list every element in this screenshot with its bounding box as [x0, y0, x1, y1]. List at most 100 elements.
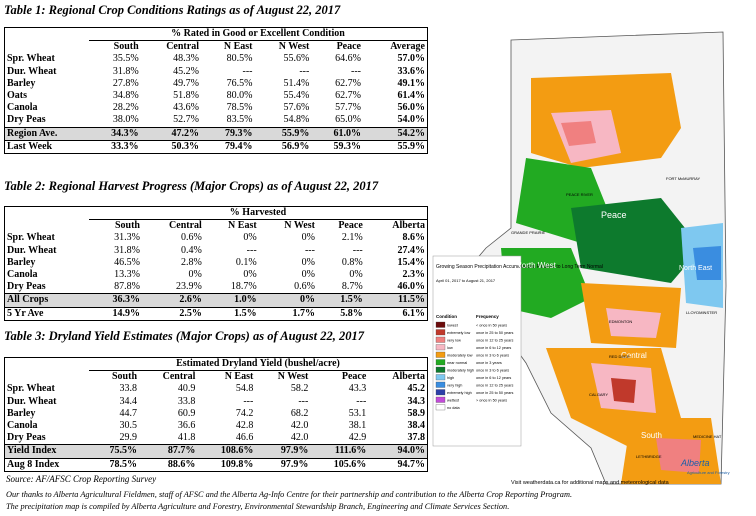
legend-swatch: [435, 374, 446, 381]
table-cell: 74.2: [235, 407, 254, 419]
row-label: Canola: [7, 420, 38, 432]
table1-title: Table 1: Regional Crop Conditions Rating…: [4, 3, 341, 17]
row-label: Barley: [7, 77, 36, 89]
row-label: Spr. Wheat: [7, 232, 55, 244]
table-cell: 94.7%: [368, 457, 428, 472]
legend-condition: extremely low: [447, 331, 470, 335]
precipitation-map: Growing Season Precipitation Accumulatio…: [431, 18, 751, 488]
table-row: Dur. Wheat 31.8% 45.2% --- --- --- 33.6%: [5, 66, 428, 78]
town-calgary: CALGARY: [589, 392, 608, 397]
row-label: Dry Peas: [7, 281, 46, 293]
table-cell: 54.8%: [283, 114, 310, 126]
table-cell: 59.3%: [311, 139, 363, 154]
table-cell: 62.7%: [335, 90, 361, 102]
table-row: Spr. Wheat 35.5% 48.3% 80.5% 55.6% 64.6% 57.0%: [5, 53, 428, 65]
table-row: 5 Yr Ave 14.9% 2.5% 1.5% 1.7% 5.8% 6.1%: [4, 306, 428, 321]
legend-condition: very high: [447, 384, 462, 388]
map-legend: Growing Season Precipitation Accumulatio…: [432, 255, 603, 447]
table-row: Oats 34.8% 51.8% 80.0% 55.4% 62.7% 61.4%: [5, 90, 428, 102]
table-cell: 52.7%: [173, 114, 199, 126]
table-cell: 36.6: [177, 420, 196, 432]
row-label: Dur. Wheat: [7, 395, 57, 407]
table-cell: 38.4: [407, 420, 426, 432]
table-cell: 42.9: [348, 432, 367, 444]
column-header: N West: [284, 220, 315, 232]
legend-frequency: once in 25 to 50 years: [476, 331, 513, 335]
table-cell: 55.6%: [283, 53, 310, 65]
table-cell: 51.8%: [173, 90, 199, 102]
table-row: Dry Peas 87.8% 23.9% 18.7% 0.6% 8.7% 46.0%: [5, 281, 428, 294]
table-row: Canola 13.3% 0% 0% 0% 0% 2.3%: [5, 269, 428, 281]
precipitation-map-svg: Growing Season Precipitation Accumulatio…: [432, 31, 730, 486]
table-cell: 50.3%: [140, 139, 201, 154]
table-cell: 37.8: [407, 432, 426, 444]
column-header: N East: [228, 220, 257, 232]
table-span-header: % Rated in Good or Excellent Condition: [89, 27, 428, 42]
crop-conditions-table: % Rated in Good or Excellent Condition So…: [4, 27, 428, 154]
table-cell: 55.9%: [254, 126, 312, 141]
table-row: All Crops 36.3% 2.6% 1.0% 0% 1.5% 11.5%: [4, 293, 428, 307]
legend-title: Growing Season Precipitation Accumulatio…: [436, 264, 603, 270]
table-cell: 0%: [188, 269, 202, 281]
table-cell: 0.8%: [341, 256, 363, 268]
table3-title: Table 3: Dryland Yield Estimates (Major …: [4, 329, 364, 343]
table-cell: 8.6%: [402, 232, 426, 244]
table-cell: 34.8%: [112, 90, 139, 102]
table-cell: 38.0%: [112, 114, 139, 126]
table-row: Region Ave. 34.3% 47.2% 79.3% 55.9% 61.0% 54.2…: [4, 126, 428, 141]
legend-frequency: once in 12 to 25 years: [476, 384, 513, 388]
row-label: Dur. Wheat: [7, 65, 57, 77]
table-cell: 11.5%: [364, 293, 428, 307]
row-label: All Crops: [4, 293, 89, 307]
table-cell: 53.1: [348, 407, 367, 419]
table-cell: 8.7%: [341, 281, 363, 293]
table-cell: 14.9%: [89, 306, 142, 321]
table-cell: 0.6%: [294, 281, 315, 293]
legend-frequency: once in 6 to 12 years: [476, 376, 511, 380]
column-header: South: [111, 371, 137, 383]
footer-thanks: Our thanks to Alberta Agricultural Field…: [6, 490, 573, 499]
table-cell: 1.5%: [316, 293, 365, 307]
table-cell: ---: [299, 65, 310, 77]
table-cell: 5.8%: [316, 306, 365, 321]
legend-condition: moderately high: [447, 369, 474, 373]
table-cell: 31.8%: [114, 244, 140, 256]
table-cell: 43.6%: [173, 102, 199, 114]
legend-swatch: [435, 381, 446, 388]
table-cell: 40.9: [177, 383, 196, 395]
legend-swatch: [435, 351, 446, 358]
harvest-progress-table: % Harvested South Central N East N West Peace…: [4, 206, 428, 321]
town-labels: FORT McMURRAY PEACE RIVER GRANDE PRAIRIE…: [511, 176, 722, 459]
table-cell: 54.0%: [397, 114, 426, 126]
table-cell: 0%: [349, 269, 363, 281]
table-cell: 88.6%: [139, 457, 198, 472]
table-cell: 51.4%: [283, 77, 310, 89]
table-cell: 61.4%: [397, 90, 426, 102]
column-header: Peace: [336, 41, 361, 53]
table-cell: 49.1%: [397, 77, 426, 89]
column-header: Alberta: [392, 220, 425, 232]
table-cell: 18.7%: [230, 281, 257, 293]
column-header: N West: [278, 41, 310, 53]
table-row: Barley 44.7 60.9 74.2 68.2 53.1 58.9: [5, 408, 428, 420]
legend-condition: extremely high: [447, 391, 472, 395]
table-row: Dur. Wheat 34.4 33.8 --- --- --- 34.3: [5, 396, 428, 408]
legend-condition: high: [447, 376, 454, 380]
region-label-south: South: [641, 431, 662, 440]
table-cell: 56.9%: [254, 139, 312, 154]
alberta-logo-sub: Agriculture and Forestry: [687, 470, 730, 475]
column-header: Peace: [338, 220, 363, 232]
table-cell: ---: [243, 395, 254, 407]
row-label: Last Week: [4, 139, 89, 154]
table-cell: 57.7%: [335, 102, 361, 114]
table-row: Spr. Wheat 31.3% 0.6% 0% 0% 2.1% 8.6%: [5, 232, 428, 244]
row-label: Region Ave.: [4, 126, 89, 141]
row-label: Barley: [7, 407, 36, 419]
row-label: Yield Index: [4, 444, 89, 458]
table-cell: 33.6%: [397, 65, 426, 77]
table-cell: 78.5%: [89, 457, 139, 472]
table-cell: 15.4%: [397, 256, 426, 268]
table-cell: 34.3%: [89, 126, 141, 141]
table-cell: 2.8%: [180, 256, 202, 268]
table-cell: 0%: [301, 232, 315, 244]
